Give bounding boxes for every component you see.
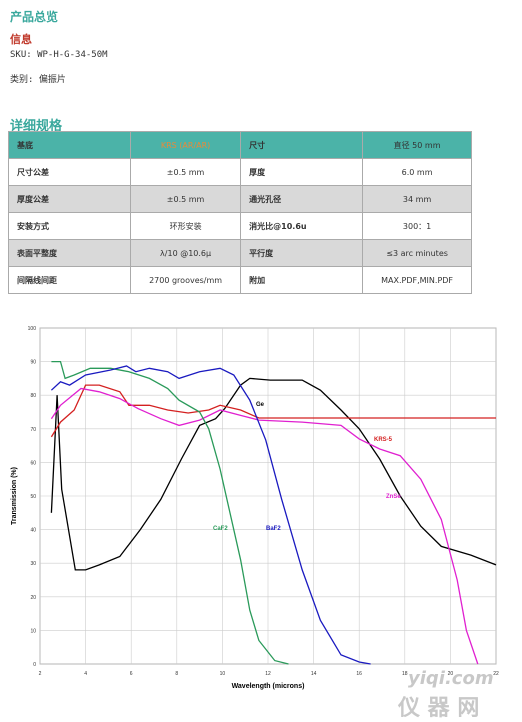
series-label: BaF2 xyxy=(266,526,281,532)
table-cell: KRS (AR/AR) xyxy=(129,131,242,159)
series-line xyxy=(50,387,479,665)
table-cell: 6.0 mm xyxy=(362,158,472,186)
spec-table: 基底 KRS (AR/AR) 尺寸 直径 50 mm 尺寸公差 ±0.5 mm 厚度 6.0 … xyxy=(8,131,472,294)
table-cell: 厚度 xyxy=(240,158,364,186)
table-cell: 2700 grooves/mm xyxy=(129,266,242,294)
y-axis-title: Transmission (%) xyxy=(11,467,18,525)
series-line xyxy=(50,384,496,438)
table-row: 安装方式 环形安装 消光比@10.6u 300：1 xyxy=(8,212,472,240)
sku: SKU: WP-H-G-34-50M xyxy=(10,50,108,60)
x-tick-label: 22 xyxy=(493,671,499,677)
table-cell: 34 mm xyxy=(362,185,472,213)
y-tick-label: 30 xyxy=(30,561,36,567)
table-cell: 环形安装 xyxy=(129,212,242,240)
y-tick-label: 100 xyxy=(28,326,37,332)
table-cell: 间隔线间距 xyxy=(8,266,131,294)
series-label: ZnSe xyxy=(386,494,401,500)
page-title: 产品总览 xyxy=(10,10,59,24)
chart: 0 10 20 30 40 50 60 70 80 90 100 2 4 6 8 10 12 14 16 18 20 22… xyxy=(11,326,499,690)
series-label: KRS-5 xyxy=(374,437,393,443)
table-cell: 尺寸 xyxy=(240,131,364,159)
table-cell: ±0.5 mm xyxy=(129,185,242,213)
table-cell: MAX.PDF,MIN.PDF xyxy=(362,266,472,294)
y-tick-label: 10 xyxy=(30,628,36,634)
y-tick-label: 20 xyxy=(30,595,36,601)
table-cell: 300：1 xyxy=(362,212,472,240)
x-tick-label: 16 xyxy=(356,671,362,677)
x-tick-label: 20 xyxy=(448,671,454,677)
series-line xyxy=(51,360,289,665)
series-line xyxy=(50,377,497,571)
table-cell: 通光孔径 xyxy=(240,185,364,213)
x-tick-label: 14 xyxy=(311,671,317,677)
table-cell: 消光比@10.6u xyxy=(240,212,364,240)
series-label: Ge xyxy=(256,402,265,408)
x-tick-label: 18 xyxy=(402,671,408,677)
table-row: 表面平整度 λ/10 @10.6μ 平行度 ≤3 arc minutes xyxy=(8,239,472,267)
y-tick-label: 90 xyxy=(30,360,36,366)
table-cell: 直径 50 mm xyxy=(362,131,472,159)
table-row: 尺寸公差 ±0.5 mm 厚度 6.0 mm xyxy=(8,158,472,186)
y-tick-label: 50 xyxy=(30,494,36,500)
y-tick-label: 70 xyxy=(30,427,36,433)
x-tick-label: 6 xyxy=(130,671,133,677)
x-axis-title: Wavelength (microns) xyxy=(232,683,305,690)
section-title: 信息 xyxy=(10,33,32,46)
table-cell: ≤3 arc minutes xyxy=(362,239,472,267)
table-row: 基底 KRS (AR/AR) 尺寸 直径 50 mm xyxy=(8,131,472,159)
table-cell: 厚度公差 xyxy=(8,185,131,213)
table-cell: 附加 xyxy=(240,266,364,294)
y-tick-label: 40 xyxy=(30,528,36,534)
watermark: yiqi.com xyxy=(408,668,494,689)
section-title: 详细规格 xyxy=(10,119,63,134)
watermark: 仪 器 网 xyxy=(398,696,480,721)
y-tick-label: 80 xyxy=(30,393,36,399)
table-cell: ±0.5 mm xyxy=(129,158,242,186)
table-row: 厚度公差 ±0.5 mm 通光孔径 34 mm xyxy=(8,185,472,213)
x-tick-label: 4 xyxy=(84,671,87,677)
category: 类别: 偏振片 xyxy=(10,75,66,85)
table-cell: 平行度 xyxy=(240,239,364,267)
table-cell: 表面平整度 xyxy=(8,239,131,267)
x-tick-label: 12 xyxy=(265,671,271,677)
x-tick-label: 10 xyxy=(220,671,226,677)
table-cell: 尺寸公差 xyxy=(8,158,131,186)
table-cell: 基底 xyxy=(8,131,131,159)
y-tick-label: 0 xyxy=(33,662,36,668)
table-row: 间隔线间距 2700 grooves/mm 附加 MAX.PDF,MIN.PDF xyxy=(8,266,472,294)
table-cell: 安装方式 xyxy=(8,212,131,240)
x-tick-label: 2 xyxy=(39,671,42,677)
x-tick-label: 8 xyxy=(175,671,178,677)
table-cell: λ/10 @10.6μ xyxy=(129,239,242,267)
series-line xyxy=(50,365,371,665)
y-tick-label: 60 xyxy=(30,460,36,466)
series-label: CaF2 xyxy=(213,526,228,532)
